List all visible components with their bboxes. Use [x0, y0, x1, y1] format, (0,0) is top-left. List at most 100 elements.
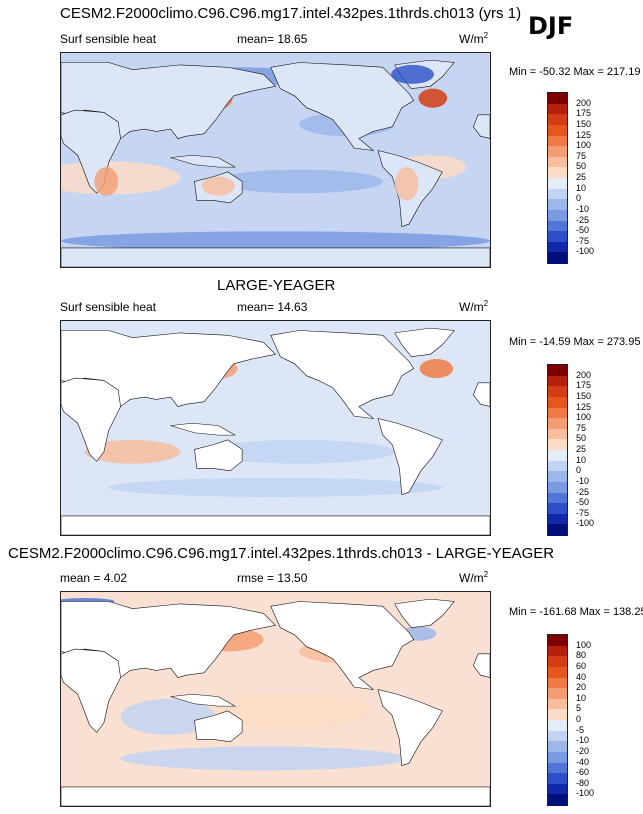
- field-contour: [61, 231, 490, 251]
- coastline-landmass: [473, 654, 490, 678]
- colorbar-tick-label: -5: [576, 724, 585, 735]
- coastline-landmass: [378, 418, 442, 494]
- colorbar-swatch: [548, 178, 567, 190]
- colorbar-swatch: [548, 167, 567, 179]
- coastline-landmass: [395, 599, 455, 628]
- panel-1-units: W/m2: [459, 31, 489, 46]
- colorbar-swatch: [548, 471, 567, 483]
- colorbar-swatch: [548, 492, 567, 504]
- colorbar-swatch: [548, 698, 567, 710]
- colorbar-swatch: [548, 481, 567, 493]
- colorbar-tick-label: 60: [576, 660, 587, 671]
- colorbar-tick-label: -100: [576, 788, 595, 799]
- colorbar-tick-label: -75: [576, 507, 590, 518]
- colorbar-swatch: [548, 794, 567, 806]
- coastline-landmass: [194, 440, 242, 471]
- colorbar-tick-label: 0: [576, 465, 582, 476]
- land-field: [201, 176, 235, 196]
- colorbar-swatch: [548, 252, 567, 264]
- colorbar-tick-label: -60: [576, 767, 590, 778]
- panel-3-rmse: rmse = 13.50: [237, 571, 308, 585]
- panel-2-minmax: Min = -14.59 Max = 273.95: [509, 336, 641, 348]
- colorbar-swatch: [548, 773, 567, 785]
- colorbar-swatch: [548, 439, 567, 451]
- panel-1-map: [60, 52, 491, 268]
- colorbar-swatch: [548, 386, 567, 398]
- colorbar-tick-label: 50: [576, 433, 587, 444]
- colorbar-swatch: [548, 231, 567, 243]
- colorbar-tick-label: -10: [576, 475, 590, 486]
- coastline-landmass: [61, 248, 490, 267]
- panel-1-mean: mean= 18.65: [237, 32, 308, 46]
- colorbar-tick-label: 125: [576, 401, 592, 412]
- coastline-landmass: [395, 328, 455, 357]
- colorbar-swatch: [548, 720, 567, 732]
- colorbar-tick-label: -40: [576, 756, 590, 767]
- colorbar-tick-label: 0: [576, 714, 582, 724]
- colorbar-swatch: [548, 513, 567, 525]
- land-field: [94, 167, 119, 196]
- colorbar-tick-label: 100: [576, 412, 592, 423]
- coastline-landmass: [271, 63, 414, 151]
- colorbar-swatch: [548, 396, 567, 408]
- colorbar-swatch: [548, 220, 567, 232]
- panel-1-colorbar: 200 175 150 125 100 75 50 25 10 0 -10 -25 -50 -75 -100: [547, 92, 594, 264]
- colorbar-tick-label: 125: [576, 129, 592, 140]
- field-contour: [204, 439, 395, 464]
- coastline-landmass: [61, 649, 121, 732]
- colorbar-tick-label: 100: [576, 639, 592, 650]
- field-contour: [204, 693, 371, 729]
- coastline-landmass: [473, 383, 490, 407]
- coastline-landmass: [61, 787, 490, 806]
- colorbar-swatch: [548, 730, 567, 742]
- colorbar-tick-label: 20: [576, 682, 587, 693]
- colorbar-swatch: [548, 375, 567, 387]
- colorbar-swatch: [548, 93, 567, 105]
- field-contour: [418, 88, 448, 108]
- colorbar-tick-label: 25: [576, 444, 587, 454]
- field-contour: [120, 746, 407, 771]
- colorbar-tick-label: 0: [576, 193, 582, 204]
- season-label: DJF: [528, 12, 574, 40]
- colorbar-tick-label: -100: [576, 518, 595, 529]
- colorbar-swatch: [548, 188, 567, 200]
- colorbar-swatch: [548, 135, 567, 147]
- coastline-landmass: [271, 602, 414, 690]
- coastline-landmass: [171, 694, 235, 706]
- colorbar-tick-label: 80: [576, 650, 587, 661]
- land-field: [391, 64, 434, 84]
- colorbar-swatch: [548, 460, 567, 472]
- colorbar-swatch: [548, 124, 567, 136]
- colorbar-tick-label: 175: [576, 380, 592, 391]
- coastline-landmass: [61, 516, 490, 535]
- panel-2-variable: Surf sensible heat: [60, 300, 157, 314]
- colorbar-tick-label: -80: [576, 777, 590, 788]
- colorbar-tick-label: -25: [576, 214, 590, 225]
- colorbar-tick-label: -50: [576, 225, 590, 236]
- colorbar-swatch: [548, 407, 567, 419]
- colorbar-tick-label: 75: [576, 422, 587, 433]
- colorbar-swatch: [548, 450, 567, 462]
- main-title: CESM2.F2000climo.C96.C96.mg17.intel.432p…: [60, 5, 522, 22]
- colorbar-tick-label: 175: [576, 108, 592, 119]
- colorbar-tick-label: 10: [576, 454, 587, 465]
- coastline-landmass: [473, 115, 490, 139]
- colorbar-tick-label: 150: [576, 118, 592, 129]
- colorbar-swatch: [548, 677, 567, 689]
- colorbar-tick-label: 5: [576, 703, 582, 714]
- field-contour: [108, 477, 443, 497]
- panel-3-units: W/m2: [459, 570, 489, 585]
- panel-2-map: [60, 320, 491, 536]
- colorbar-tick-label: 75: [576, 150, 587, 161]
- panel-2-colorbar: 200 175 150 125 100 75 50 25 10 0 -10 -25 -50 -75 -100: [547, 364, 594, 536]
- colorbar-swatch: [548, 146, 567, 158]
- colorbar-swatch: [548, 241, 567, 253]
- coastline-landmass: [61, 378, 121, 461]
- panel-3-title: CESM2.F2000climo.C96.C96.mg17.intel.432p…: [8, 545, 555, 562]
- panel-3-minmax: Min = -161.68 Max = 138.25: [509, 606, 643, 618]
- colorbar-tick-label: -25: [576, 486, 590, 497]
- panel-3-map: [60, 591, 491, 807]
- colorbar-swatch: [548, 783, 567, 795]
- coastline-landmass: [378, 689, 442, 765]
- colorbar-tick-label: 10: [576, 692, 587, 703]
